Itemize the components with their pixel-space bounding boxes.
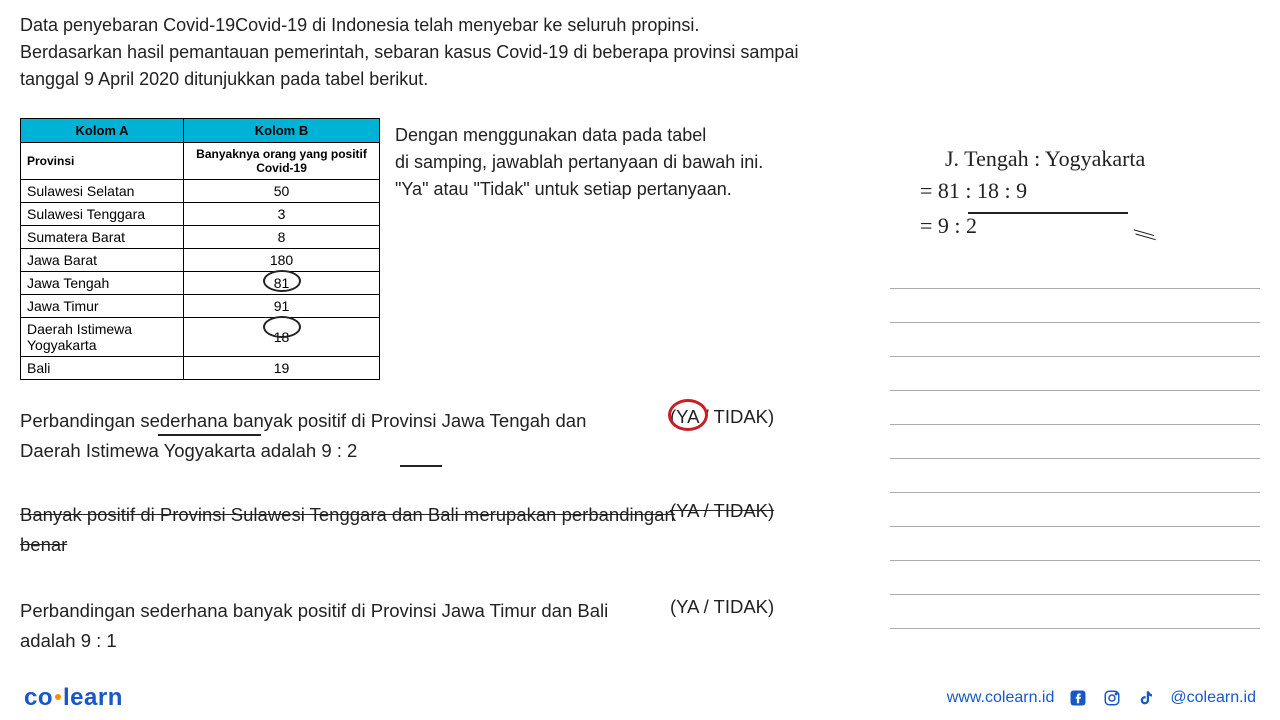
provinsi-cell: Sulawesi Tenggara	[21, 203, 184, 226]
instruction-line-2: di samping, jawablah pertanyaan di bawah…	[395, 152, 763, 172]
col-a-header: Kolom A	[21, 119, 184, 143]
count-cell: 81	[184, 272, 380, 295]
underline-mark-2	[400, 465, 442, 467]
note-lines	[890, 255, 1260, 629]
count-cell: 180	[184, 249, 380, 272]
provinsi-cell: Sulawesi Selatan	[21, 180, 184, 203]
instruction-line-3: "Ya" atau "Tidak" untuk setiap pertanyaa…	[395, 179, 732, 199]
provinsi-cell: Jawa Barat	[21, 249, 184, 272]
count-cell: 3	[184, 203, 380, 226]
provinsi-cell: Daerah Istimewa Yogyakarta	[21, 318, 184, 357]
col-b-subhead: Banyaknya orang yang positif Covid-19	[184, 143, 380, 180]
provinsi-cell: Bali	[21, 357, 184, 380]
question-1: Perbandingan sederhana banyak positif di…	[20, 406, 650, 465]
footer-handle: @colearn.id	[1170, 689, 1256, 707]
provinsi-cell: Jawa Tengah	[21, 272, 184, 295]
answer-2: (YA / TIDAK)	[670, 500, 774, 522]
col-a-subhead: Provinsi	[21, 143, 184, 180]
table-row: Jawa Timur91	[21, 295, 380, 318]
logo-learn: learn	[63, 684, 123, 711]
underline-mark-1	[158, 434, 261, 436]
circle-mark-icon	[263, 316, 301, 338]
instruction-line-1: Dengan menggunakan data pada tabel	[395, 125, 706, 145]
answer-3: (YA / TIDAK)	[670, 596, 774, 618]
question-3: Perbandingan sederhana banyak positif di…	[20, 596, 650, 655]
logo-dot-icon	[55, 694, 61, 700]
covid-table: Kolom A Kolom B Provinsi Banyaknya orang…	[20, 118, 380, 380]
provinsi-cell: Sumatera Barat	[21, 226, 184, 249]
tiktok-icon	[1136, 688, 1156, 708]
answer-1: (YA / TIDAK)	[670, 406, 774, 428]
footer-url: www.colearn.id	[947, 689, 1055, 707]
intro-text: Data penyebaran Covid-19Covid-19 di Indo…	[20, 12, 800, 93]
table-row: Sulawesi Tenggara3	[21, 203, 380, 226]
count-cell: 19	[184, 357, 380, 380]
logo: colearn	[24, 684, 123, 712]
table-row: Jawa Barat180	[21, 249, 380, 272]
table-row: Daerah Istimewa Yogyakarta18	[21, 318, 380, 357]
count-cell: 18	[184, 318, 380, 357]
count-cell: 50	[184, 180, 380, 203]
table-row: Sumatera Barat8	[21, 226, 380, 249]
count-cell: 91	[184, 295, 380, 318]
logo-co: co	[24, 684, 53, 711]
instagram-icon	[1102, 688, 1122, 708]
table-row: Bali19	[21, 357, 380, 380]
col-b-header: Kolom B	[184, 119, 380, 143]
facebook-icon	[1068, 688, 1088, 708]
handwriting-fraction-line	[968, 212, 1128, 214]
count-cell: 8	[184, 226, 380, 249]
handwriting-line-3: = 9 : 2	[920, 213, 977, 239]
table-row: Jawa Tengah81	[21, 272, 380, 295]
handwriting-line-1: J. Tengah : Yogyakarta	[945, 146, 1145, 172]
handwriting-end-mark: ⁄⁄	[1129, 226, 1160, 244]
provinsi-cell: Jawa Timur	[21, 295, 184, 318]
question-2: Banyak positif di Provinsi Sulawesi Teng…	[20, 500, 720, 559]
footer-right: www.colearn.id @colearn.id	[947, 688, 1256, 708]
handwriting-line-2: = 81 : 18 : 9	[920, 178, 1027, 204]
instruction-text: Dengan menggunakan data pada tabel di sa…	[395, 122, 885, 203]
footer: colearn www.colearn.id @colearn.id	[0, 676, 1280, 720]
table-row: Sulawesi Selatan50	[21, 180, 380, 203]
circle-mark-icon	[263, 270, 301, 292]
